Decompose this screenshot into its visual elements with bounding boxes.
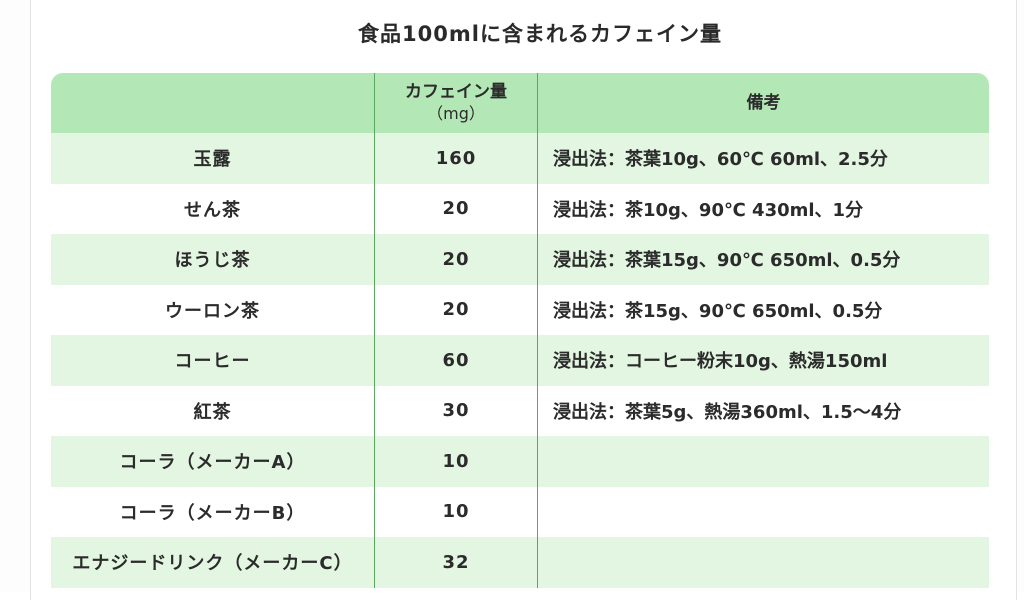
row-note — [538, 436, 989, 487]
row-note: 浸出法：茶葉10g、60℃ 60ml、2.5分 — [538, 133, 989, 184]
table-row: せん茶 20 浸出法：茶10g、90℃ 430ml、1分 — [51, 183, 989, 234]
row-note: 浸出法：コーヒー粉末10g、熱湯150ml — [538, 335, 989, 386]
row-name: 玉露 — [51, 133, 374, 184]
row-name: 紅茶 — [51, 385, 374, 436]
row-note — [538, 486, 989, 537]
row-name: せん茶 — [51, 183, 374, 234]
caffeine-table: カフェイン量 （mg） 備考 玉露 160 浸出法：茶葉10g、60℃ 60ml… — [51, 73, 989, 588]
row-amount: 60 — [374, 335, 538, 386]
row-amount: 20 — [374, 234, 538, 285]
table-row: コーラ（メーカーB） 10 — [51, 486, 989, 537]
row-name: コーラ（メーカーB） — [51, 486, 374, 537]
table-row: コーラ（メーカーA） 10 — [51, 436, 989, 487]
row-note: 浸出法：茶15g、90℃ 650ml、0.5分 — [538, 284, 989, 335]
table-row: ほうじ茶 20 浸出法：茶葉15g、90℃ 650ml、0.5分 — [51, 234, 989, 285]
row-amount: 20 — [374, 284, 538, 335]
row-name: ほうじ茶 — [51, 234, 374, 285]
table-header-row: カフェイン量 （mg） 備考 — [51, 73, 989, 133]
table-row: エナジードリンク（メーカーC） 32 — [51, 537, 989, 588]
row-amount: 20 — [374, 183, 538, 234]
row-note: 浸出法：茶10g、90℃ 430ml、1分 — [538, 183, 989, 234]
row-amount: 30 — [374, 385, 538, 436]
row-amount: 32 — [374, 537, 538, 588]
header-amount-label: カフェイン量 — [405, 82, 507, 102]
row-note: 浸出法：茶葉5g、熱湯360ml、1.5～4分 — [538, 385, 989, 436]
row-name: エナジードリンク（メーカーC） — [51, 537, 374, 588]
table-row: ウーロン茶 20 浸出法：茶15g、90℃ 650ml、0.5分 — [51, 284, 989, 335]
table-row: 玉露 160 浸出法：茶葉10g、60℃ 60ml、2.5分 — [51, 133, 989, 184]
row-name: ウーロン茶 — [51, 284, 374, 335]
row-amount: 160 — [374, 133, 538, 184]
header-note: 備考 — [538, 73, 989, 133]
header-amount-unit: （mg） — [427, 104, 485, 123]
row-note: 浸出法：茶葉15g、90℃ 650ml、0.5分 — [538, 234, 989, 285]
row-amount: 10 — [374, 436, 538, 487]
row-note — [538, 537, 989, 588]
row-name: コーヒー — [51, 335, 374, 386]
row-name: コーラ（メーカーA） — [51, 436, 374, 487]
table-row: コーヒー 60 浸出法：コーヒー粉末10g、熱湯150ml — [51, 335, 989, 386]
table-row: 紅茶 30 浸出法：茶葉5g、熱湯360ml、1.5～4分 — [51, 385, 989, 436]
row-amount: 10 — [374, 486, 538, 537]
header-amount: カフェイン量 （mg） — [374, 73, 538, 133]
header-name — [51, 73, 374, 133]
page-title: 食品100mlに含まれるカフェイン量 — [358, 22, 722, 46]
